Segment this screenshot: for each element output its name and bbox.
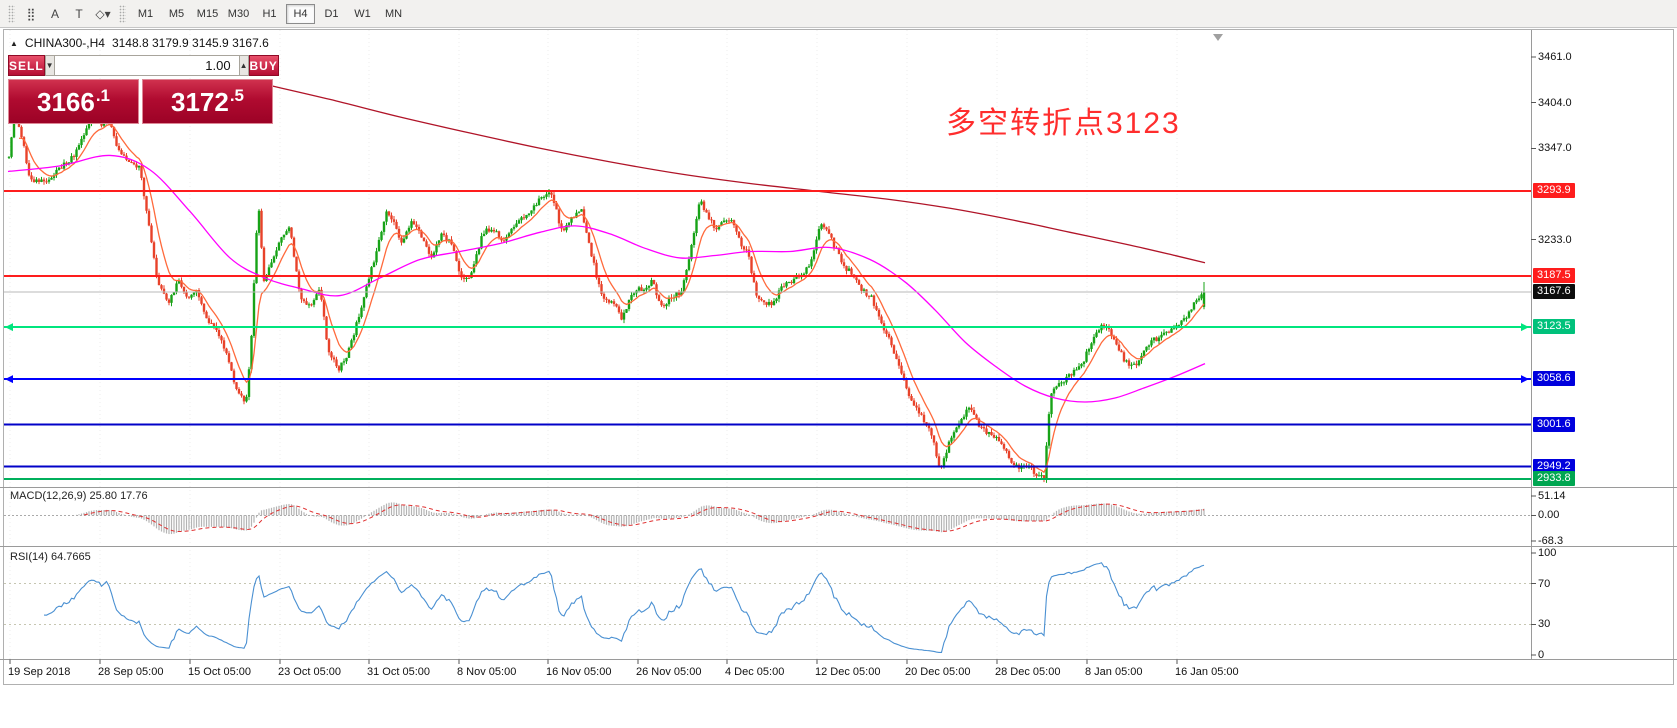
timeframe-m30[interactable]: M30 [224, 4, 253, 24]
chart-annotation: 多空转折点3123 [946, 107, 1181, 140]
symbol-title: CHINA300-,H4 [24, 36, 105, 50]
chart-header: ▲ CHINA300-,H4 3148.8 3179.9 3145.9 3167… [10, 36, 269, 50]
buy-price-frac: .5 [229, 85, 245, 105]
volume-input[interactable] [54, 55, 239, 76]
timeframe-toolbar: M1 M5 M15 M30 H1 H4 D1 W1 MN [130, 3, 409, 24]
buy-button[interactable]: BUY [248, 55, 279, 76]
macd-name: MACD(12,26,9) [10, 490, 87, 502]
sell-button[interactable]: SELL [8, 55, 45, 76]
trade-price-row: 3166.1 3172.5 [8, 79, 273, 124]
timeframe-d1[interactable]: D1 [317, 4, 346, 24]
timeframe-m15[interactable]: M15 [193, 4, 222, 24]
volume-up-button[interactable]: ▲ [238, 55, 249, 76]
shapes-dropdown-icon[interactable]: ◇▾ [91, 3, 115, 25]
timeframe-mn[interactable]: MN [379, 4, 408, 24]
buy-price-main: 3172 [170, 86, 229, 117]
volume-down-button[interactable]: ▼ [44, 55, 55, 76]
timeframe-w1[interactable]: W1 [348, 4, 377, 24]
text-tool-icon[interactable]: T [67, 3, 91, 25]
sell-price-main: 3166 [36, 86, 95, 117]
macd-values: 25.80 17.76 [89, 490, 148, 502]
ohlc-values: 3148.8 3179.9 3145.9 3167.6 [111, 36, 269, 50]
one-click-trade-panel: SELL ▼ ▲ BUY 3166.1 3172.5 [8, 55, 279, 124]
toolbar-grip[interactable] [8, 4, 15, 23]
pattern-grid-icon[interactable]: ⣿ [19, 3, 43, 25]
sell-price-frac: .1 [95, 85, 111, 105]
timeframe-m1[interactable]: M1 [131, 4, 160, 24]
text-label-icon[interactable]: A [43, 3, 67, 25]
toolbar-grip[interactable] [119, 4, 126, 23]
rsi-name: RSI(14) [10, 551, 48, 563]
trade-controls-row: SELL ▼ ▲ BUY [8, 55, 279, 76]
rsi-value: 64.7665 [50, 551, 91, 563]
timeframe-h1[interactable]: H1 [255, 4, 284, 24]
timeframe-h4[interactable]: H4 [286, 3, 315, 24]
rsi-label: RSI(14) 64.7665 [10, 551, 91, 563]
toolbar: ⣿ A T ◇▾ M1 M5 M15 M30 H1 H4 D1 W1 MN [0, 0, 1677, 28]
collapse-icon[interactable]: ▲ [10, 38, 18, 48]
macd-label: MACD(12,26,9) 25.80 17.76 [10, 490, 148, 502]
timeframe-m5[interactable]: M5 [162, 4, 191, 24]
buy-price-display[interactable]: 3172.5 [142, 79, 273, 124]
sell-price-display[interactable]: 3166.1 [8, 79, 139, 124]
